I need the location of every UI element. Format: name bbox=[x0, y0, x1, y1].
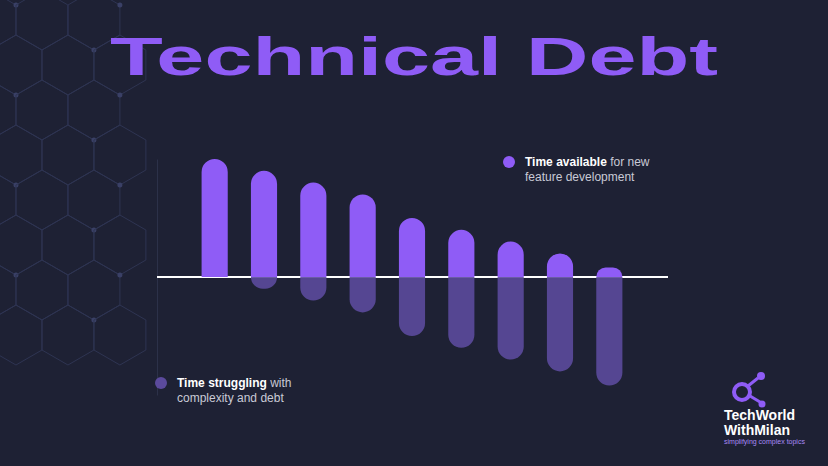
hexagon bbox=[0, 305, 42, 365]
legend-marker bbox=[503, 156, 515, 168]
legend-item: Time available for newfeature developmen… bbox=[503, 155, 650, 184]
chart: Technical Debt Time available for newfeat… bbox=[0, 0, 828, 466]
bar bbox=[448, 277, 474, 348]
bar bbox=[399, 277, 425, 336]
hexagon-node bbox=[117, 3, 122, 8]
background bbox=[0, 0, 828, 466]
hexagon bbox=[16, 170, 68, 230]
bar bbox=[547, 277, 573, 371]
hexagon bbox=[0, 170, 16, 230]
bar bbox=[350, 194, 376, 277]
annotation: WithMilan bbox=[724, 422, 790, 438]
legend-label: Time struggling withcomplexity and debt bbox=[177, 376, 291, 405]
annotation: TechWorld bbox=[724, 407, 795, 423]
hexagon bbox=[42, 35, 94, 95]
hexagon bbox=[16, 80, 68, 140]
bar bbox=[596, 277, 622, 386]
hexagon bbox=[94, 215, 146, 275]
hexagon bbox=[0, 215, 42, 275]
bar bbox=[251, 277, 277, 289]
legend-item: Time struggling withcomplexity and debt bbox=[155, 376, 291, 405]
hexagon-node bbox=[117, 183, 122, 188]
series-bars bbox=[202, 159, 623, 277]
logo-icon bbox=[750, 396, 760, 402]
series-bars bbox=[251, 277, 622, 386]
bar bbox=[300, 183, 326, 277]
hexagon bbox=[0, 80, 16, 140]
bar bbox=[498, 277, 524, 360]
hexagon bbox=[16, 260, 68, 320]
hexagon bbox=[68, 80, 120, 140]
hexagon bbox=[94, 125, 146, 185]
bar bbox=[498, 242, 524, 277]
hexagon bbox=[16, 0, 68, 50]
bar bbox=[448, 230, 474, 277]
hexagon bbox=[42, 125, 94, 185]
hexagon bbox=[42, 215, 94, 275]
title: Technical Debt bbox=[110, 26, 718, 86]
bar bbox=[350, 277, 376, 312]
legend-marker bbox=[155, 377, 167, 389]
legend-label: Time available for newfeature developmen… bbox=[525, 155, 650, 184]
bar bbox=[300, 277, 326, 301]
bar bbox=[596, 268, 622, 277]
hexagon bbox=[94, 305, 146, 365]
hexagon bbox=[42, 305, 94, 365]
bar bbox=[251, 171, 277, 277]
bars bbox=[202, 159, 623, 386]
logo-icon bbox=[748, 378, 758, 386]
bar bbox=[202, 159, 228, 277]
hexagon bbox=[0, 35, 42, 95]
logo-icon bbox=[734, 384, 750, 400]
hexagon bbox=[68, 170, 120, 230]
annotation: simplifying complex topics bbox=[724, 438, 805, 446]
logo-icon bbox=[757, 372, 765, 380]
bar bbox=[547, 253, 573, 277]
bar bbox=[399, 218, 425, 277]
logo: TechWorldWithMilansimplifying complex to… bbox=[724, 372, 805, 446]
hexagon bbox=[0, 125, 42, 185]
hexagon-node bbox=[117, 273, 122, 278]
hexagon bbox=[68, 260, 120, 320]
hexagon-node bbox=[117, 93, 122, 98]
hexagon bbox=[0, 260, 16, 320]
